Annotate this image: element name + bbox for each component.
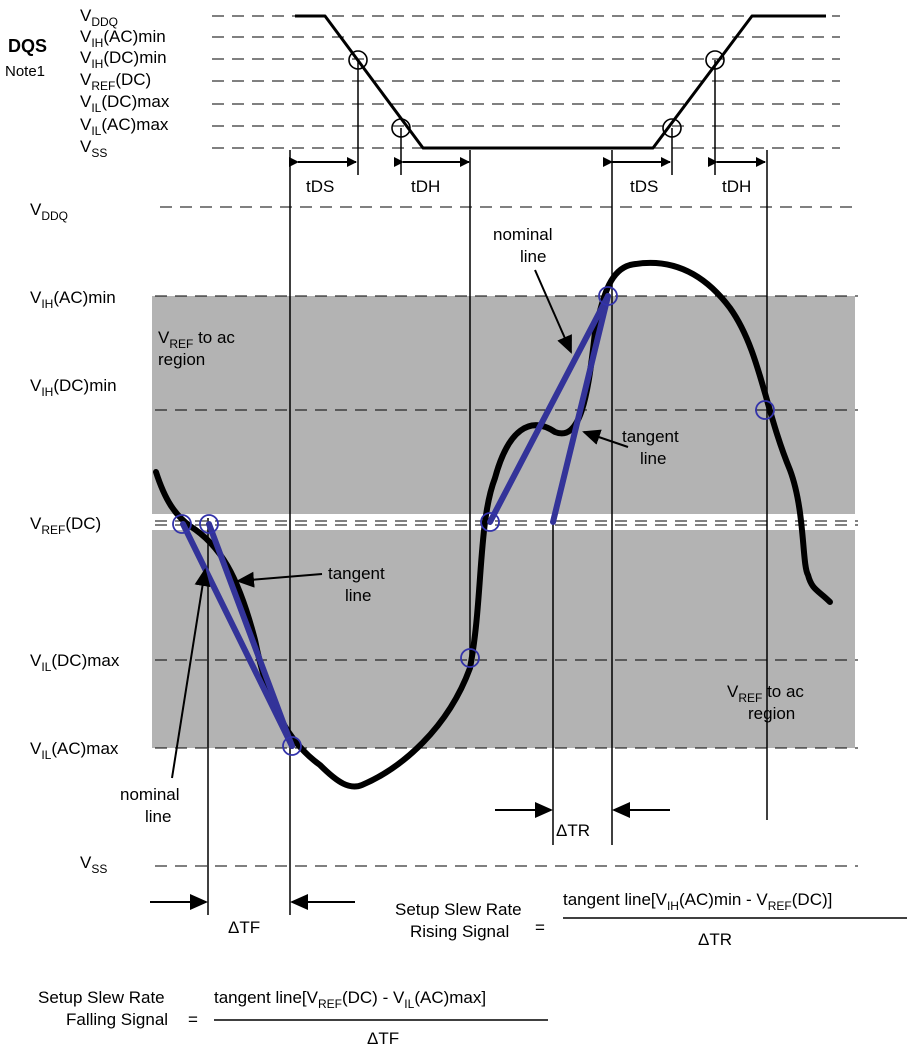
delta-tf-label: ΔTF [228, 918, 260, 937]
dqs-level-vss: VSS [80, 137, 107, 160]
annotation-nominal-bottom: nominal line [120, 568, 211, 826]
formula-rising: Setup Slew Rate Rising Signal = tangent … [395, 890, 907, 949]
annotation-tangent-left: tangent line [236, 564, 385, 605]
dqs-level-vref: VREF(DC) [80, 70, 151, 93]
dqs-level-labels: VDDQ VIH(AC)min VIH(DC)min VREF(DC) VIL(… [80, 6, 170, 160]
falling-tangent-line [206, 521, 295, 749]
formula-falling: Setup Slew Rate Falling Signal = tangent… [38, 988, 548, 1048]
level-vih-dc: VIH(DC)min [30, 376, 117, 399]
upper-vref-ac-region [152, 296, 855, 514]
delta-tr-label: ΔTR [556, 821, 590, 840]
falling-nominal-line [180, 521, 295, 749]
formula-falling-left-2: Falling Signal [66, 1010, 168, 1029]
tds-label-1: tDS [306, 177, 334, 196]
level-vih-ac: VIH(AC)min [30, 288, 116, 311]
dqs-note: Note1 [5, 63, 45, 80]
nominal-line-label-bottom: nominal line [120, 785, 180, 826]
main-level-labels: VDDQ VIH(AC)min VIH(DC)min VREF(DC) VIL(… [30, 200, 120, 876]
formula-falling-numerator: tangent line[VREF(DC) - VIL(AC)max] [214, 988, 486, 1011]
level-vil-ac: VIL(AC)max [30, 739, 119, 762]
rising-tangent-line [550, 293, 611, 525]
formula-rising-numerator: tangent line[VIH(AC)min - VREF(DC)] [563, 890, 832, 913]
annotation-nominal-top: nominal line [493, 225, 572, 354]
delta-tr-indicator: ΔTR [495, 802, 670, 840]
tangent-line-label-left: tangent line [328, 564, 385, 605]
dqs-level-vih-ac: VIH(AC)min [80, 27, 166, 50]
formula-falling-left-1: Setup Slew Rate [38, 988, 165, 1007]
dqs-level-vil-dc: VIL(DC)max [80, 92, 170, 115]
dqs-title: DQS [8, 36, 47, 56]
dqs-dashed-levels [212, 15, 840, 149]
formula-rising-left-2: Rising Signal [410, 922, 509, 941]
dqs-level-vil-ac: VIL(AC)max [80, 115, 169, 138]
nominal-line-label-top: nominal line [493, 225, 553, 266]
upper-region-label: VREF to ac region [158, 328, 235, 369]
dqs-section: DQS Note1 VDDQ VIH(AC)min VIH(DC)min VRE… [5, 6, 840, 196]
level-vref-dc: VREF(DC) [30, 514, 101, 537]
formula-falling-eq: = [188, 1010, 198, 1029]
tdh-label-1: tDH [411, 177, 440, 196]
level-vss: VSS [80, 853, 107, 876]
crossing-points [172, 286, 775, 756]
dqs-level-vddq: VDDQ [80, 6, 118, 29]
delta-tf-indicator: ΔTF [150, 894, 355, 937]
formula-falling-denominator: ΔTF [367, 1029, 399, 1048]
level-vil-dc: VIL(DC)max [30, 651, 120, 674]
main-dashed-levels [155, 206, 858, 867]
formula-rising-eq: = [535, 918, 545, 937]
formula-rising-denominator: ΔTR [698, 930, 732, 949]
tds-label-2: tDS [630, 177, 658, 196]
signal-regions [152, 296, 855, 748]
slope-lines [180, 293, 611, 749]
annotation-tangent-right: tangent line [582, 427, 679, 468]
rising-nominal-line [487, 293, 611, 525]
lower-region-label: VREF to ac region [727, 682, 804, 723]
tdh-label-2: tDH [722, 177, 751, 196]
lower-vref-ac-region [152, 530, 855, 748]
tangent-line-label-right: tangent line [622, 427, 679, 468]
formula-rising-left-1: Setup Slew Rate [395, 900, 522, 919]
dqs-level-vih-dc: VIH(DC)min [80, 48, 167, 71]
level-vddq: VDDQ [30, 200, 68, 223]
dqs-waveform [295, 14, 826, 150]
